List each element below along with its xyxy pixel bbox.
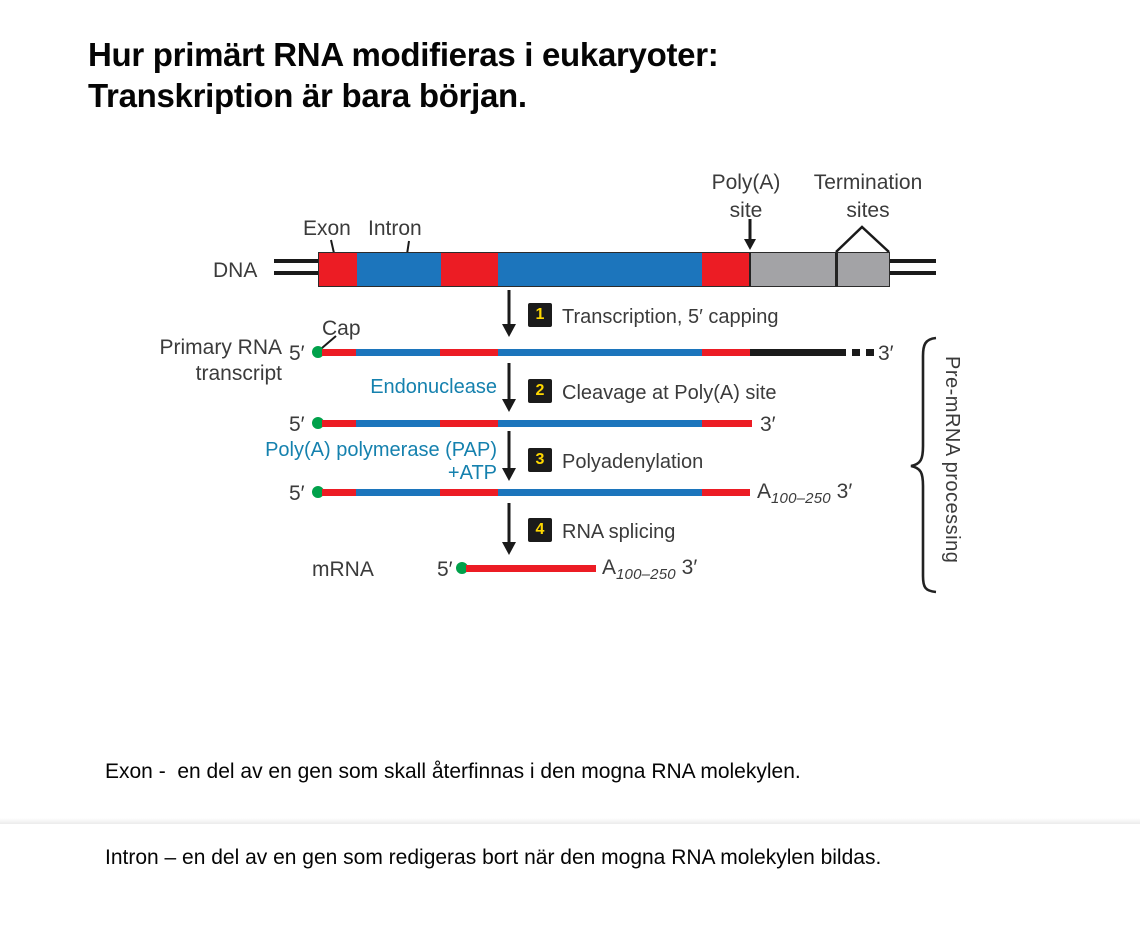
pre-mrna-processing-label: Pre-mRNA processing: [941, 356, 963, 564]
mrna-tail-subscript: 100–250: [616, 566, 676, 583]
rna2-cap-dot: [312, 417, 324, 429]
dna-exon3-segment: [701, 253, 750, 286]
dna-exon1-segment: [319, 253, 357, 286]
step1-number-badge: 1: [528, 303, 552, 327]
rna2-exon1: [322, 420, 356, 427]
polya-site-label-line2: site: [729, 199, 763, 222]
dna-termination-region-segment: [749, 253, 889, 286]
rna2-intron1: [356, 420, 440, 427]
slide: Hur primärt RNA modifieras i eukaryoter:…: [0, 34, 1140, 869]
rna3-cap-dot: [312, 486, 324, 498]
dna-intron2-segment: [498, 253, 702, 286]
cap-label: Cap: [322, 317, 361, 340]
step3-label: Polyadenylation: [562, 451, 704, 473]
dna-strand-right-top: [888, 259, 936, 263]
page-title-line2: Transkription är bara början.: [88, 77, 527, 115]
exon-label: Exon: [303, 217, 351, 240]
rna1-exon3: [702, 349, 750, 356]
step3-number: 3: [535, 451, 545, 468]
page-title: Hur primärt RNA modifieras i eukaryoter:…: [88, 34, 719, 117]
primary-rna-label-line1: Primary RNA: [159, 336, 282, 359]
intron-definition: Intron – en del av en gen som redigeras …: [105, 845, 882, 869]
rna2-exon3: [702, 420, 752, 427]
rna1-3prime-label: 3′: [878, 342, 894, 365]
pap-label-line2: +ATP: [447, 462, 497, 484]
mrna-5prime-label: 5′: [437, 558, 453, 581]
mrna-cap-dot: [456, 562, 468, 574]
slide-bottom-edge: [0, 818, 1140, 824]
step2-arrow: [502, 363, 516, 412]
endonuclease-label: Endonuclease: [370, 376, 497, 398]
primary-rna-line: [322, 349, 876, 356]
pap-label-line1: Poly(A) polymerase (PAP): [265, 439, 497, 461]
mrna-polya-tail-label: A100–250 3′: [602, 556, 698, 583]
step1-label: Transcription, 5′ capping: [562, 306, 779, 328]
step4-number: 4: [535, 521, 545, 538]
step4-label: RNA splicing: [562, 521, 676, 543]
rna3-3prime-label: 3′: [836, 480, 853, 503]
dna-strand-left-bottom: [274, 271, 320, 275]
rna3-polya-tail-label: A100–250 3′: [757, 480, 853, 507]
step2-number: 2: [535, 382, 545, 399]
dna-gene-bar: [318, 252, 890, 287]
dna-label: DNA: [213, 259, 258, 282]
rna1-intron2: [498, 349, 702, 356]
rna3-exon1: [322, 489, 356, 496]
rna3-intron1: [356, 489, 440, 496]
rna3-tail-subscript: 100–250: [771, 490, 831, 507]
dna-intron1-segment: [356, 253, 441, 286]
step3-arrow: [502, 431, 516, 481]
rna1-exon1: [322, 349, 356, 356]
rna2-5prime-label: 5′: [289, 413, 305, 436]
rna3-intron2: [498, 489, 702, 496]
polya-site-arrow-head: [744, 239, 756, 250]
step2-label: Cleavage at Poly(A) site: [562, 382, 777, 404]
rna1-5prime-label: 5′: [289, 342, 305, 365]
page-title-line1: Hur primärt RNA modifieras i eukaryoter:: [88, 36, 719, 73]
mrna-line: [466, 565, 596, 572]
exon-definition: Exon - en del av en gen som skall återfi…: [105, 759, 801, 783]
termination-site-divider: [835, 253, 839, 286]
rna1-intron1: [356, 349, 440, 356]
termination-sites-label-line1: Termination: [813, 171, 923, 194]
rna3-tail-base: A: [757, 480, 772, 503]
rna3-exon2: [440, 489, 498, 496]
step4-number-badge: 4: [528, 518, 552, 542]
rna1-3prime-extension: [750, 349, 838, 356]
cleaved-rna-line: [322, 420, 752, 427]
polya-site-label-line1: Poly(A): [711, 171, 781, 194]
termination-sites-caret: [835, 225, 890, 253]
step1-number: 1: [535, 306, 545, 323]
dna-strand-left-top: [274, 259, 320, 263]
mrna-exons-segment: [466, 565, 596, 572]
rna2-intron2: [498, 420, 702, 427]
step3-number-badge: 3: [528, 448, 552, 472]
dna-strand-right-bottom: [888, 271, 936, 275]
primary-rna-transcript-label: Primary RNA transcript: [130, 335, 282, 387]
dna-exon2-segment: [440, 253, 499, 286]
definitions-text: Exon - en del av en gen som skall återfi…: [105, 700, 881, 930]
rna3-5prime-label: 5′: [289, 482, 305, 505]
mrna-label: mRNA: [312, 558, 374, 581]
rna1-exon2: [440, 349, 498, 356]
pap-label: Poly(A) polymerase (PAP) +ATP: [228, 439, 497, 485]
rna2-exon2: [440, 420, 498, 427]
pre-mrna-bracket: [910, 336, 937, 594]
rna1-dashed-end: [838, 349, 876, 356]
rna3-exon3: [702, 489, 750, 496]
termination-sites-label-line2: sites: [846, 199, 890, 222]
primary-rna-label-line2: transcript: [195, 362, 282, 385]
mrna-tail-base: A: [602, 556, 617, 579]
mrna-3prime-label: 3′: [681, 556, 698, 579]
rna2-3prime-label: 3′: [760, 413, 776, 436]
step1-arrow: [502, 290, 516, 337]
step4-arrow: [502, 503, 516, 555]
intron-label: Intron: [368, 217, 422, 240]
step2-number-badge: 2: [528, 379, 552, 403]
rna1-cap-dot: [312, 346, 324, 358]
polyadenylated-rna-line: [322, 489, 750, 496]
